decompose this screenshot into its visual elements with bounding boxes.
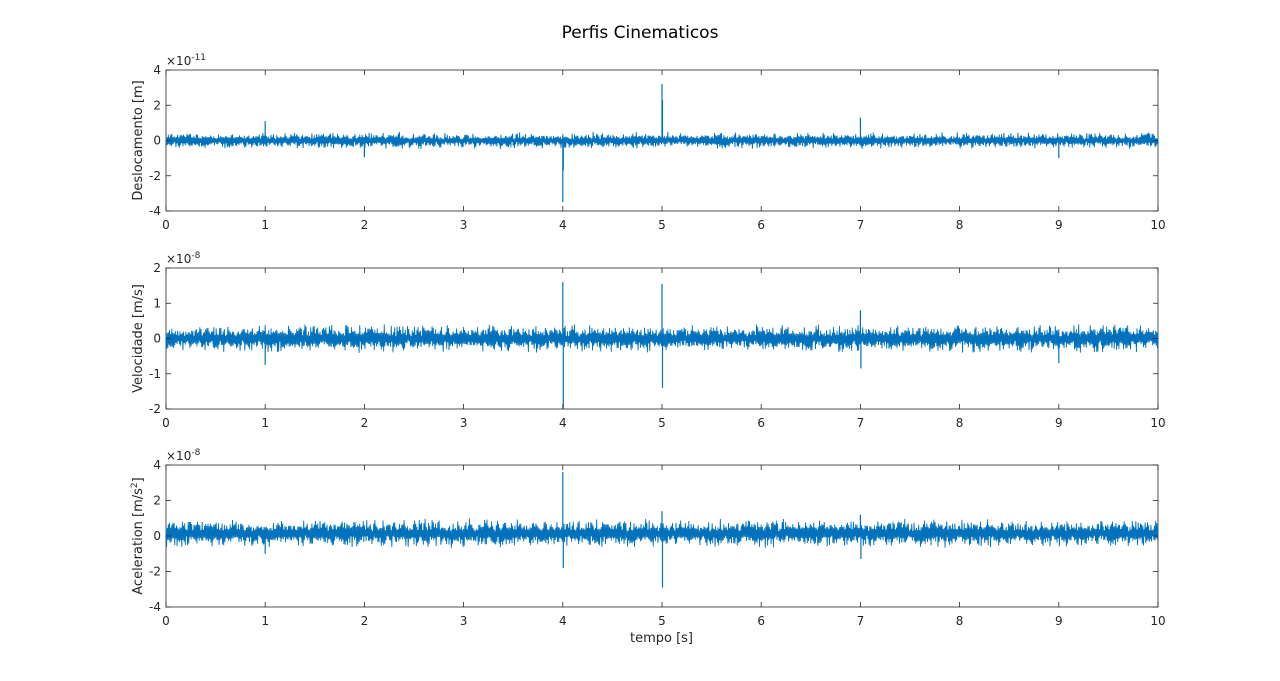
x-tick-label: 6	[757, 416, 765, 430]
chart-title: Perfis Cinematicos	[562, 23, 719, 43]
y-tick-label: 0	[153, 529, 161, 543]
y-axis-label: Deslocamento [m]	[131, 80, 146, 200]
y-tick-label: 0	[153, 134, 161, 148]
y-tick-label: -1	[149, 367, 161, 381]
x-tick-label: 4	[559, 218, 567, 232]
x-tick-label: 9	[1055, 416, 1063, 430]
x-tick-label: 8	[956, 218, 964, 232]
x-tick-label: 0	[162, 614, 170, 628]
x-tick-label: 4	[559, 416, 567, 430]
y-tick-label: 1	[153, 296, 161, 310]
x-tick-label: 1	[261, 614, 269, 628]
y-tick-label: -4	[149, 204, 161, 218]
x-tick-label: 0	[162, 416, 170, 430]
x-tick-label: 2	[361, 416, 369, 430]
subplot-1: 0 1 2 3 4 5 6 7 8 9 10 -4 -2 0 2 4 ×10-11 Deslocamento [m…	[131, 53, 1166, 232]
x-tick-label: 3	[460, 614, 468, 628]
x-tick-label: 9	[1055, 614, 1063, 628]
x-tick-label: 8	[956, 614, 964, 628]
x-tick-label: 7	[857, 218, 865, 232]
x-tick-label: 1	[261, 218, 269, 232]
y-tick-label: -2	[149, 402, 161, 416]
x-tick-label: 10	[1150, 218, 1165, 232]
x-tick-label: 0	[162, 218, 170, 232]
y-axis-label: Velocidade [m/s]	[131, 284, 146, 393]
y-exponent-label: ×10-8	[166, 251, 201, 266]
y-exponent-label: ×10-8	[166, 448, 201, 463]
y-tick-label: 4	[153, 458, 161, 472]
x-tick-label: 6	[757, 614, 765, 628]
y-tick-label: 4	[153, 63, 161, 77]
x-tick-label: 5	[658, 614, 666, 628]
y-tick-label: 2	[153, 494, 161, 508]
x-tick-label: 3	[460, 416, 468, 430]
x-tick-label: 5	[658, 218, 666, 232]
x-tick-label: 2	[361, 614, 369, 628]
x-tick-label: 4	[559, 614, 567, 628]
x-tick-label: 8	[956, 416, 964, 430]
x-tick-label: 2	[361, 218, 369, 232]
subplot-2: 0 1 2 3 4 5 6 7 8 9 10 -2 -1 0 1 2 ×10-8 Velocidade [m/s]	[131, 251, 1166, 430]
x-tick-label: 10	[1150, 614, 1165, 628]
y-exponent-label: ×10-11	[166, 53, 206, 68]
x-tick-label: 6	[757, 218, 765, 232]
x-tick-label: 5	[658, 416, 666, 430]
y-axis-label: Aceleration [m/s2]	[130, 477, 146, 594]
x-tick-label: 3	[460, 218, 468, 232]
x-tick-label: 10	[1150, 416, 1165, 430]
x-tick-label: 1	[261, 416, 269, 430]
x-tick-label: 7	[857, 614, 865, 628]
subplot-3: 0 1 2 3 4 5 6 7 8 9 10 -4 -2 0 2 4 ×10-8 Aceleration [m/s…	[130, 448, 1166, 628]
x-tick-label: 9	[1055, 218, 1063, 232]
x-axis-label: tempo [s]	[630, 631, 693, 646]
y-tick-label: 2	[153, 98, 161, 112]
y-tick-label: 0	[153, 332, 161, 346]
y-tick-label: -4	[149, 600, 161, 614]
y-tick-label: -2	[149, 169, 161, 183]
x-tick-label: 7	[857, 416, 865, 430]
y-tick-label: 2	[153, 261, 161, 275]
y-tick-label: -2	[149, 565, 161, 579]
